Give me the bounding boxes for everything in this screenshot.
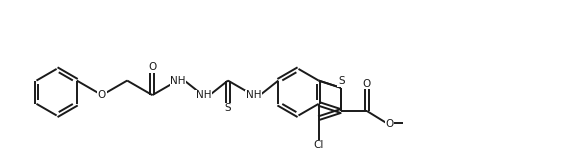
Text: O: O <box>148 62 157 72</box>
Text: S: S <box>338 76 345 86</box>
Text: NH: NH <box>196 90 211 100</box>
Text: Cl: Cl <box>314 140 324 150</box>
Text: O: O <box>98 90 106 100</box>
Text: O: O <box>385 119 394 129</box>
Text: O: O <box>363 79 371 89</box>
Text: S: S <box>338 76 344 86</box>
Text: NH: NH <box>246 90 262 100</box>
Text: NH: NH <box>171 76 186 86</box>
Text: S: S <box>225 103 231 113</box>
